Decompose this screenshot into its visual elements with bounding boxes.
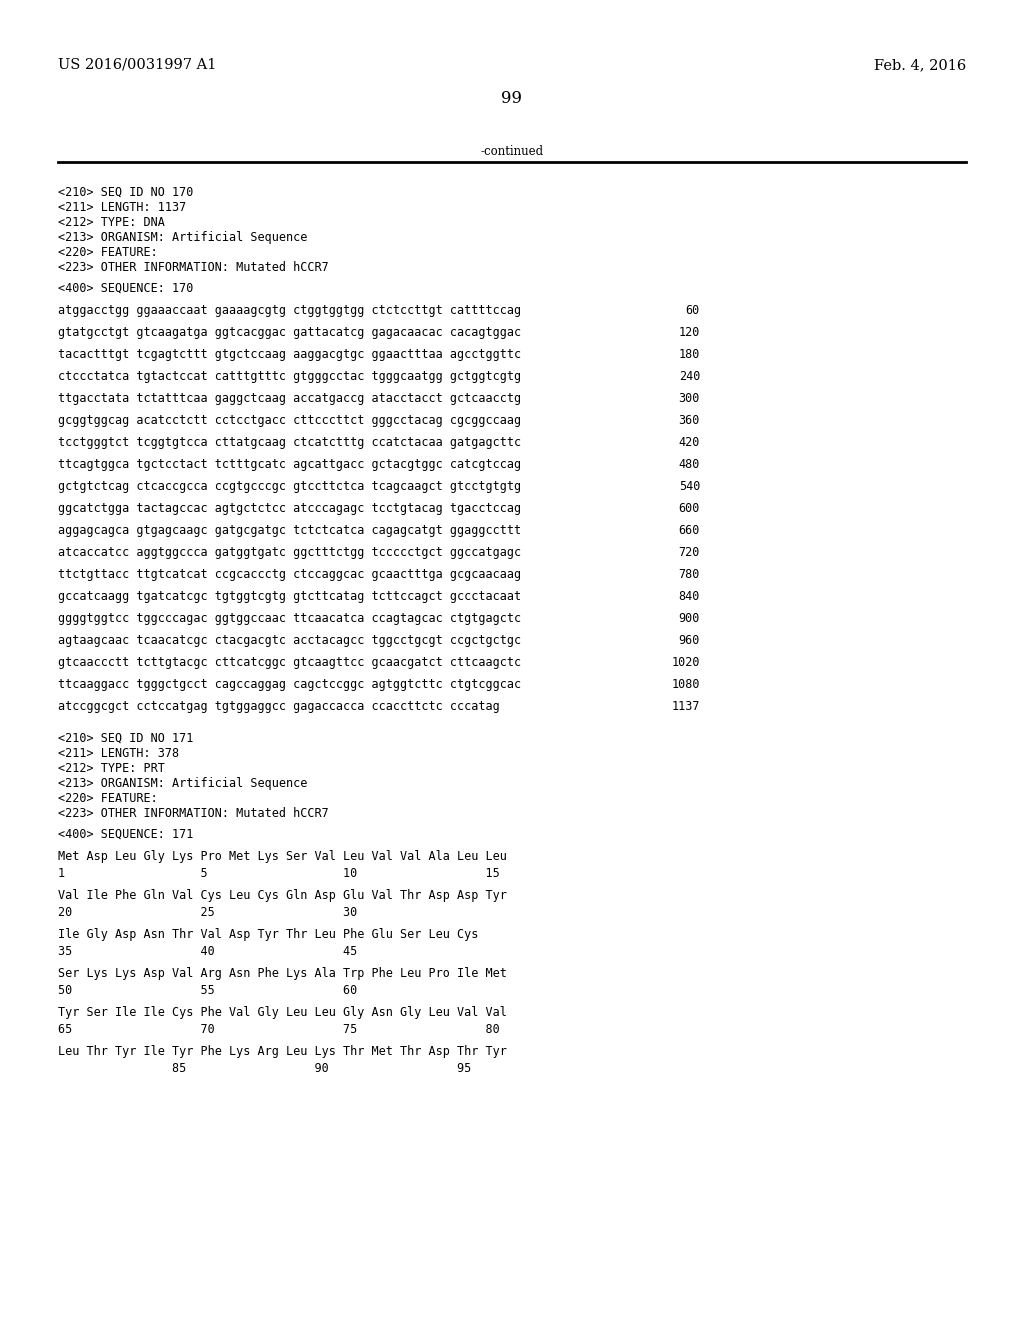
- Text: atccggcgct cctccatgag tgtggaggcc gagaccacca ccaccttctc cccatag: atccggcgct cctccatgag tgtggaggcc gagacca…: [58, 700, 500, 713]
- Text: <212> TYPE: PRT: <212> TYPE: PRT: [58, 762, 165, 775]
- Text: <223> OTHER INFORMATION: Mutated hCCR7: <223> OTHER INFORMATION: Mutated hCCR7: [58, 261, 329, 275]
- Text: 780: 780: [679, 568, 700, 581]
- Text: aggagcagca gtgagcaagc gatgcgatgc tctctcatca cagagcatgt ggaggccttt: aggagcagca gtgagcaagc gatgcgatgc tctctca…: [58, 524, 521, 537]
- Text: 240: 240: [679, 370, 700, 383]
- Text: <400> SEQUENCE: 170: <400> SEQUENCE: 170: [58, 282, 194, 294]
- Text: <210> SEQ ID NO 170: <210> SEQ ID NO 170: [58, 186, 194, 199]
- Text: <220> FEATURE:: <220> FEATURE:: [58, 246, 158, 259]
- Text: Tyr Ser Ile Ile Cys Phe Val Gly Leu Leu Gly Asn Gly Leu Val Val: Tyr Ser Ile Ile Cys Phe Val Gly Leu Leu …: [58, 1006, 507, 1019]
- Text: gcggtggcag acatcctctt cctcctgacc cttcccttct gggcctacag cgcggccaag: gcggtggcag acatcctctt cctcctgacc cttccct…: [58, 414, 521, 426]
- Text: Met Asp Leu Gly Lys Pro Met Lys Ser Val Leu Val Val Ala Leu Leu: Met Asp Leu Gly Lys Pro Met Lys Ser Val …: [58, 850, 507, 863]
- Text: atggacctgg ggaaaccaat gaaaagcgtg ctggtggtgg ctctccttgt cattttccag: atggacctgg ggaaaccaat gaaaagcgtg ctggtgg…: [58, 304, 521, 317]
- Text: ttctgttacc ttgtcatcat ccgcaccctg ctccaggcac gcaactttga gcgcaacaag: ttctgttacc ttgtcatcat ccgcaccctg ctccagg…: [58, 568, 521, 581]
- Text: <212> TYPE: DNA: <212> TYPE: DNA: [58, 216, 165, 228]
- Text: gccatcaagg tgatcatcgc tgtggtcgtg gtcttcatag tcttccagct gccctacaat: gccatcaagg tgatcatcgc tgtggtcgtg gtcttca…: [58, 590, 521, 603]
- Text: tacactttgt tcgagtcttt gtgctccaag aaggacgtgc ggaactttaa agcctggttc: tacactttgt tcgagtcttt gtgctccaag aaggacg…: [58, 348, 521, 360]
- Text: 660: 660: [679, 524, 700, 537]
- Text: <211> LENGTH: 378: <211> LENGTH: 378: [58, 747, 179, 760]
- Text: 60: 60: [686, 304, 700, 317]
- Text: 960: 960: [679, 634, 700, 647]
- Text: 600: 600: [679, 502, 700, 515]
- Text: 85                  90                  95: 85 90 95: [58, 1063, 471, 1074]
- Text: 120: 120: [679, 326, 700, 339]
- Text: Leu Thr Tyr Ile Tyr Phe Lys Arg Leu Lys Thr Met Thr Asp Thr Tyr: Leu Thr Tyr Ile Tyr Phe Lys Arg Leu Lys …: [58, 1045, 507, 1059]
- Text: 300: 300: [679, 392, 700, 405]
- Text: 480: 480: [679, 458, 700, 471]
- Text: 1020: 1020: [672, 656, 700, 669]
- Text: atcaccatcc aggtggccca gatggtgatc ggctttctgg tccccctgct ggccatgagc: atcaccatcc aggtggccca gatggtgatc ggctttc…: [58, 546, 521, 558]
- Text: Val Ile Phe Gln Val Cys Leu Cys Gln Asp Glu Val Thr Asp Asp Tyr: Val Ile Phe Gln Val Cys Leu Cys Gln Asp …: [58, 888, 507, 902]
- Text: <220> FEATURE:: <220> FEATURE:: [58, 792, 158, 805]
- Text: gtcaaccctt tcttgtacgc cttcatcggc gtcaagttcc gcaacgatct cttcaagctc: gtcaaccctt tcttgtacgc cttcatcggc gtcaagt…: [58, 656, 521, 669]
- Text: 720: 720: [679, 546, 700, 558]
- Text: 1                   5                   10                  15: 1 5 10 15: [58, 867, 500, 880]
- Text: agtaagcaac tcaacatcgc ctacgacgtc acctacagcc tggcctgcgt ccgctgctgc: agtaagcaac tcaacatcgc ctacgacgtc acctaca…: [58, 634, 521, 647]
- Text: Ile Gly Asp Asn Thr Val Asp Tyr Thr Leu Phe Glu Ser Leu Cys: Ile Gly Asp Asn Thr Val Asp Tyr Thr Leu …: [58, 928, 478, 941]
- Text: 840: 840: [679, 590, 700, 603]
- Text: <210> SEQ ID NO 171: <210> SEQ ID NO 171: [58, 733, 194, 744]
- Text: 1137: 1137: [672, 700, 700, 713]
- Text: 180: 180: [679, 348, 700, 360]
- Text: <400> SEQUENCE: 171: <400> SEQUENCE: 171: [58, 828, 194, 841]
- Text: gtatgcctgt gtcaagatga ggtcacggac gattacatcg gagacaacac cacagtggac: gtatgcctgt gtcaagatga ggtcacggac gattaca…: [58, 326, 521, 339]
- Text: 420: 420: [679, 436, 700, 449]
- Text: ggcatctgga tactagccac agtgctctcc atcccagagc tcctgtacag tgacctccag: ggcatctgga tactagccac agtgctctcc atcccag…: [58, 502, 521, 515]
- Text: Feb. 4, 2016: Feb. 4, 2016: [873, 58, 966, 73]
- Text: 99: 99: [502, 90, 522, 107]
- Text: ttgacctata tctatttcaa gaggctcaag accatgaccg atacctacct gctcaacctg: ttgacctata tctatttcaa gaggctcaag accatga…: [58, 392, 521, 405]
- Text: tcctgggtct tcggtgtcca cttatgcaag ctcatctttg ccatctacaa gatgagcttc: tcctgggtct tcggtgtcca cttatgcaag ctcatct…: [58, 436, 521, 449]
- Text: 1080: 1080: [672, 678, 700, 690]
- Text: ttcagtggca tgctcctact tctttgcatc agcattgacc gctacgtggc catcgtccag: ttcagtggca tgctcctact tctttgcatc agcattg…: [58, 458, 521, 471]
- Text: Ser Lys Lys Asp Val Arg Asn Phe Lys Ala Trp Phe Leu Pro Ile Met: Ser Lys Lys Asp Val Arg Asn Phe Lys Ala …: [58, 968, 507, 979]
- Text: gctgtctcag ctcaccgcca ccgtgcccgc gtccttctca tcagcaagct gtcctgtgtg: gctgtctcag ctcaccgcca ccgtgcccgc gtccttc…: [58, 480, 521, 492]
- Text: 20                  25                  30: 20 25 30: [58, 906, 357, 919]
- Text: 540: 540: [679, 480, 700, 492]
- Text: ggggtggtcc tggcccagac ggtggccaac ttcaacatca ccagtagcac ctgtgagctc: ggggtggtcc tggcccagac ggtggccaac ttcaaca…: [58, 612, 521, 624]
- Text: <211> LENGTH: 1137: <211> LENGTH: 1137: [58, 201, 186, 214]
- Text: <213> ORGANISM: Artificial Sequence: <213> ORGANISM: Artificial Sequence: [58, 231, 307, 244]
- Text: US 2016/0031997 A1: US 2016/0031997 A1: [58, 58, 216, 73]
- Text: <223> OTHER INFORMATION: Mutated hCCR7: <223> OTHER INFORMATION: Mutated hCCR7: [58, 807, 329, 820]
- Text: ttcaaggacc tgggctgcct cagccaggag cagctccggc agtggtcttc ctgtcggcac: ttcaaggacc tgggctgcct cagccaggag cagctcc…: [58, 678, 521, 690]
- Text: 900: 900: [679, 612, 700, 624]
- Text: 35                  40                  45: 35 40 45: [58, 945, 357, 958]
- Text: -continued: -continued: [480, 145, 544, 158]
- Text: <213> ORGANISM: Artificial Sequence: <213> ORGANISM: Artificial Sequence: [58, 777, 307, 789]
- Text: 360: 360: [679, 414, 700, 426]
- Text: 65                  70                  75                  80: 65 70 75 80: [58, 1023, 500, 1036]
- Text: ctccctatca tgtactccat catttgtttc gtgggcctac tgggcaatgg gctggtcgtg: ctccctatca tgtactccat catttgtttc gtgggcc…: [58, 370, 521, 383]
- Text: 50                  55                  60: 50 55 60: [58, 983, 357, 997]
